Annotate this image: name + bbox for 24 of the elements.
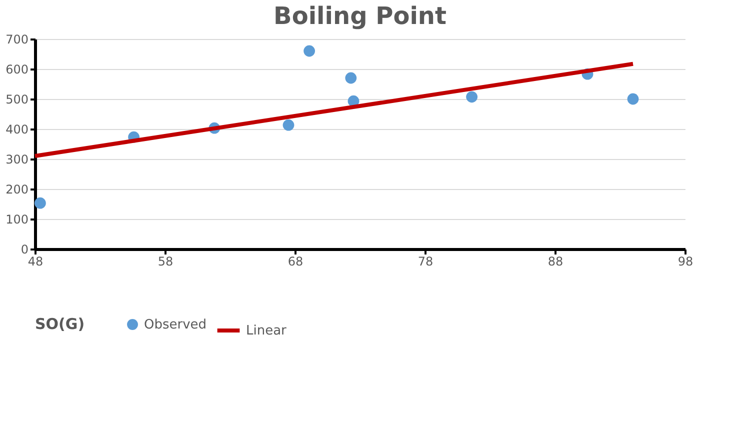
x-tick-label: 48 [28,254,44,268]
y-tick-label: 500 [6,92,28,106]
y-tick-label: 200 [6,182,28,196]
x-tick-label: 88 [548,254,564,268]
y-tick-label: 0 [20,242,28,256]
legend-label: Linear [246,324,288,338]
x-tick-label: 98 [678,254,694,268]
point [627,93,639,105]
legend-title: SO(G) [35,315,85,333]
point [34,197,46,209]
x-tick-label: 68 [288,254,304,268]
y-tick-label: 100 [6,212,28,226]
y-tick-label: 300 [6,152,28,166]
point [282,119,294,131]
point [345,72,357,84]
y-tick-label: 600 [6,62,28,76]
chart-title: Boiling Point [274,2,446,30]
point [466,91,478,103]
y-tick-label: 700 [6,32,28,46]
point [304,45,315,57]
x-tick-label: 58 [158,254,174,268]
x-tick-label: 78 [418,254,434,268]
y-tick-label: 400 [6,122,28,136]
legend-label: Observed [144,318,207,332]
